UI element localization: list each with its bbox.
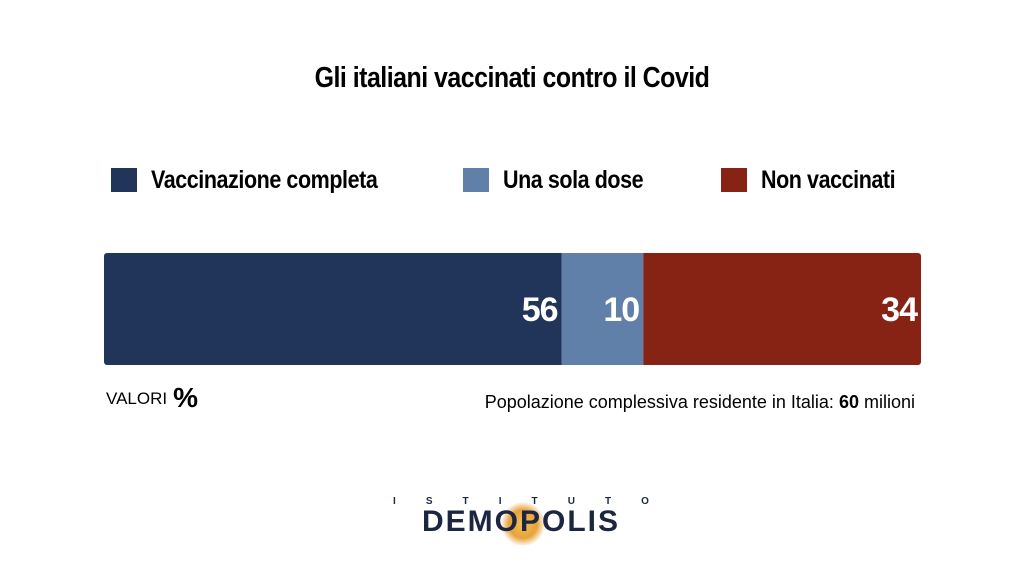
footnote-value: 60 [838,392,859,412]
legend-item-una-sola-dose: Una sola dose [463,166,666,194]
logo-letter: I [393,496,396,507]
logo-letter: U [567,496,575,507]
units-prefix: VALORI [106,389,168,408]
legend-swatch-una-sola-dose [463,168,489,192]
data-label-vaccinazione-completa: 56 [522,291,558,329]
data-label-non-vaccinati: 34 [881,291,918,329]
legend-label: Una sola dose [503,165,644,194]
data-label-una-sola-dose: 10 [603,291,639,329]
legend-swatch-non-vaccinati [721,168,747,192]
logo-wordmark: DEMOPOLIS [421,505,620,538]
bar-segment-una-sola-dose [561,253,644,365]
logo-subtitle: I S T I T U T O [393,496,649,507]
legend-label: Non vaccinati [761,165,896,194]
logo-letter: O [641,496,649,507]
population-footnote: Popolazione complessiva residente in Ita… [485,392,915,413]
logo-letter: T [604,496,612,507]
bar-segment-non-vaccinati [643,253,921,365]
legend-swatch-vaccinazione-completa [111,168,137,192]
legend-item-non-vaccinati: Non vaccinati [721,166,917,194]
logo-letter: T [531,496,538,507]
units-note: VALORI% [106,382,198,414]
legend-item-vaccinazione-completa: Vaccinazione completa [111,166,414,194]
footnote-unit: milioni [863,392,915,412]
logo-letter: T [462,496,469,507]
logo-letter: S [425,496,433,507]
units-symbol: % [173,382,198,413]
bar-segment-vaccinazione-completa [104,253,562,365]
logo-glow-icon [501,502,545,546]
legend-label: Vaccinazione completa [151,165,378,194]
chart-title: Gli italiani vaccinati contro il Covid [314,62,710,94]
stacked-bar-chart: 56 10 34 [104,253,921,365]
demopolis-logo: I S T I T U T O DEMOPOLIS [393,496,649,546]
logo-letter: I [498,496,502,507]
footnote-text: Popolazione complessiva residente in Ita… [484,392,834,412]
